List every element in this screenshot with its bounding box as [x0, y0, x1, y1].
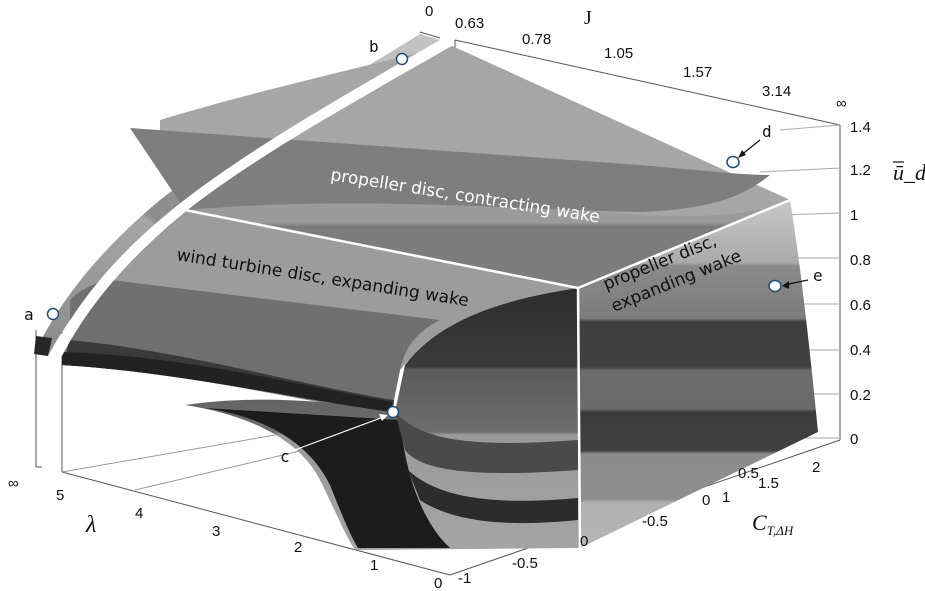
markers: a b c d e: [24, 37, 823, 466]
ct-tick: 0.5: [738, 465, 759, 482]
marker-label-d: d: [762, 122, 772, 141]
surface-front-inner: [205, 408, 450, 548]
ct-tick: 1.5: [758, 475, 779, 492]
ct-tick: -0.5: [642, 513, 668, 530]
marker-a: [46, 307, 60, 321]
marker-arrowhead-e: [782, 281, 789, 289]
j-tick: 1.05: [604, 45, 633, 62]
ct-axis-label: CT,ΔH: [752, 510, 794, 538]
lambda-tick: 2: [294, 539, 302, 556]
u-tick: 1: [850, 207, 858, 224]
boundary-vertical: [576, 287, 582, 549]
j-tick: 1.57: [683, 64, 712, 81]
j-axis: 0 0.63 0.78 1.05 1.57 3.14 J: [425, 3, 791, 100]
ct-tick: -1: [458, 570, 471, 587]
marker-d: [726, 155, 740, 169]
surface-right-wall: [578, 200, 818, 548]
ct-axis-label-main: C: [752, 510, 767, 535]
u-tick: 1.4: [850, 119, 871, 136]
j-infinity-label: ∞: [836, 95, 847, 112]
boundary-turbine-expanding: [577, 198, 791, 290]
lambda-tick: 0: [434, 575, 442, 591]
lambda-tick: 3: [212, 523, 220, 540]
ct-axis-label-sub: T,ΔH: [767, 523, 794, 538]
surface-front-band-2: [408, 470, 578, 524]
surface-front-band-1: [395, 412, 578, 474]
ct-tick: 0: [580, 533, 588, 550]
u-tick: 0.2: [850, 387, 871, 404]
ct-tick: 2: [812, 459, 820, 476]
u-tick: 0.8: [850, 252, 871, 269]
lambda-tick: 5: [56, 487, 64, 504]
surface: [34, 34, 818, 550]
j-axis-label: J: [584, 7, 592, 29]
marker-arrow-c: [291, 415, 387, 452]
marker-label-b: b: [369, 37, 379, 56]
marker-arrowhead-c: [379, 414, 388, 421]
lambda-infinity-label: ∞: [8, 475, 19, 492]
lambda-tick: 1: [370, 557, 378, 574]
surface-band-contracting-dark: [130, 128, 770, 212]
u-tick: 1.2: [850, 162, 871, 179]
lambda-tick: 4: [135, 505, 143, 522]
lambda-axis-label: λ: [85, 512, 96, 538]
j-tick: 0.63: [455, 15, 484, 32]
j-tick: 0: [425, 3, 433, 20]
surface-left-wall: [62, 352, 392, 412]
ct-tick: 0: [702, 492, 710, 509]
marker-arrowhead-d: [738, 150, 746, 158]
boundary-contracting-turbine: [184, 208, 579, 290]
u-tick: 0: [850, 431, 858, 448]
lambda-axis: ∞ 5 4 3 2 1 0 λ: [8, 475, 442, 591]
u-axis: 1.4 1.2 1 0.8 0.6 0.4 0.2 0 ū_d ∞: [836, 95, 925, 448]
ct-axis: -1 -0.5 0 -0.5 0 1 1.5 2 0.5 CT,ΔH: [458, 459, 820, 587]
u-tick: 0.6: [850, 297, 871, 314]
u-tick: 0.4: [850, 342, 871, 359]
marker-b: [395, 52, 409, 66]
marker-label-c: c: [280, 447, 290, 466]
marker-label-e: e: [813, 266, 823, 285]
u-axis-label: ū_d: [893, 160, 925, 185]
marker-e: [768, 279, 782, 293]
surface-left-edge-dark: [34, 336, 52, 356]
ct-tick: 1: [722, 489, 730, 506]
j-tick: 0.78: [522, 31, 551, 48]
marker-c: [386, 405, 400, 419]
surface-band-turbine-mid: [70, 280, 440, 400]
ct-tick: -0.5: [512, 555, 538, 572]
j-tick: 3.14: [762, 83, 791, 100]
marker-label-a: a: [24, 305, 34, 324]
